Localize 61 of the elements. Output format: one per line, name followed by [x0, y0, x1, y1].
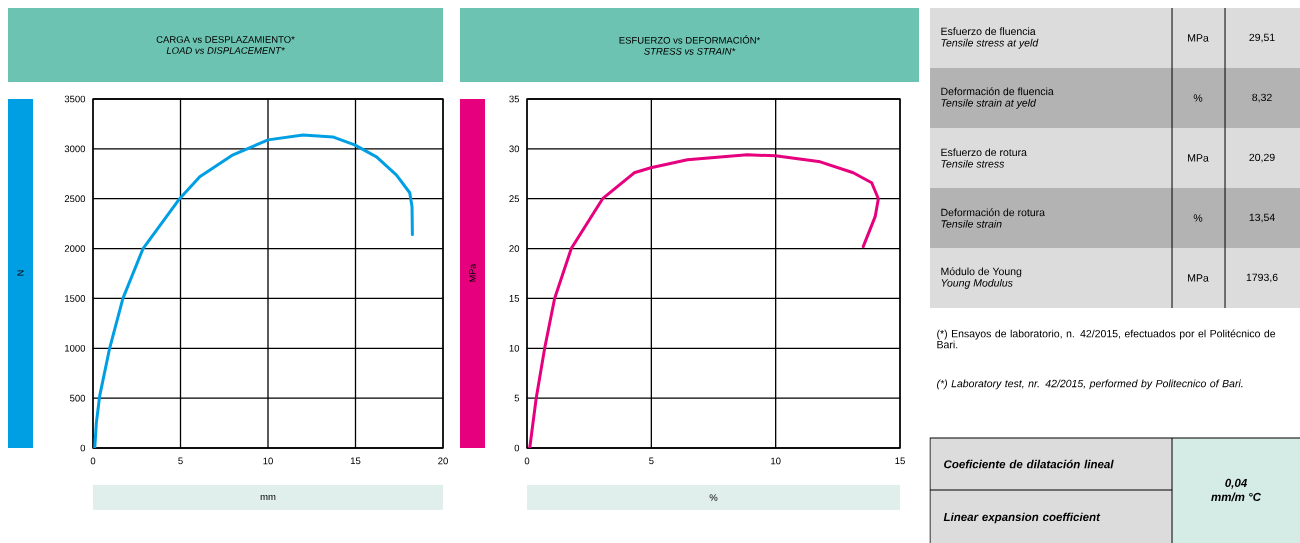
y-tick-label: 25: [509, 195, 520, 203]
y-tick-label: 15: [509, 295, 520, 302]
x-axis-title: %: [709, 494, 718, 501]
y-tick-label: 10: [509, 344, 520, 352]
chart-title: ESFUERZO vs DEFORMACIÓN*: [619, 35, 761, 44]
chart-subtitle: STRESS vs STRAIN*: [644, 47, 736, 55]
x-tick-label: 10: [771, 457, 781, 465]
text: (*) Ensayos de laboratorio, n. 42/2015, efectuados por el Politécnico de Bari.: [937, 329, 1276, 349]
y-tick-label: 30: [509, 145, 520, 153]
text: 20,29: [1249, 153, 1275, 163]
text: MPa: [1188, 274, 1209, 282]
text: Deformación de fluencia: [941, 87, 1054, 96]
y-tick-label: 35: [509, 95, 520, 103]
line-series: [528, 153, 880, 448]
text: Esfuerzo de fluencia: [941, 27, 1036, 36]
y-axis-title: MPa: [469, 263, 476, 282]
text: 29,51: [1249, 33, 1275, 43]
text: 0,04: [1225, 478, 1248, 489]
y-tick-label: 0: [514, 444, 520, 452]
x-tick-label: 10: [263, 457, 273, 465]
text: Tensile strain at yeld: [941, 98, 1037, 109]
text: MPa: [1188, 154, 1209, 162]
text: Deformación de rotura: [941, 208, 1045, 217]
text: Linear expansion coefficient: [943, 512, 1101, 524]
text: 1793,6: [1246, 273, 1278, 283]
y-tick-label: 500: [69, 394, 86, 402]
y-tick-label: 2500: [64, 195, 86, 203]
text: Módulo de Young: [941, 267, 1022, 278]
text: (*) Laboratory test, nr. 42/2015, performed by Politecnico of Bari.: [937, 379, 1243, 390]
text: %: [1193, 214, 1203, 222]
text: mm/m °C: [1211, 492, 1262, 502]
y-tick-label: 0: [80, 444, 86, 452]
y-axis-title: N: [17, 270, 24, 276]
y-tick-label: 1500: [65, 295, 86, 302]
x-tick-label: 20: [438, 457, 448, 465]
text: 8,32: [1252, 93, 1272, 103]
text: 13,54: [1249, 213, 1275, 223]
text: Coeficiente de dilatación lineal: [944, 459, 1114, 469]
chart-subtitle: LOAD vs DISPLACEMENT*: [166, 47, 285, 54]
text: Young Modulus: [941, 278, 1013, 289]
text: MPa: [1188, 34, 1209, 42]
x-axis-title: mm: [260, 494, 276, 501]
y-tick-label: 3000: [64, 145, 86, 153]
text: Tensile stress: [941, 159, 1005, 168]
text: Esfuerzo de rotura: [941, 148, 1027, 157]
y-tick-label: 1000: [65, 344, 86, 352]
x-tick-label: 5: [178, 457, 183, 465]
x-tick-label: 0: [524, 457, 530, 465]
y-tick-label: 5: [514, 394, 520, 402]
text: Tensile strain: [941, 219, 1002, 228]
line-series: [93, 133, 414, 448]
y-tick-label: 3500: [64, 95, 86, 103]
x-tick-label: 5: [649, 457, 654, 465]
x-tick-label: 15: [350, 457, 361, 465]
x-tick-label: 15: [895, 457, 905, 465]
y-tick-label: 20: [509, 245, 520, 252]
chart-title: CARGA vs DESPLAZAMIENTO*: [156, 36, 295, 43]
x-tick-label: 0: [90, 457, 96, 465]
text: Tensile stress at yeld: [941, 38, 1039, 49]
y-tick-label: 2000: [64, 245, 86, 252]
text: %: [1193, 94, 1203, 102]
